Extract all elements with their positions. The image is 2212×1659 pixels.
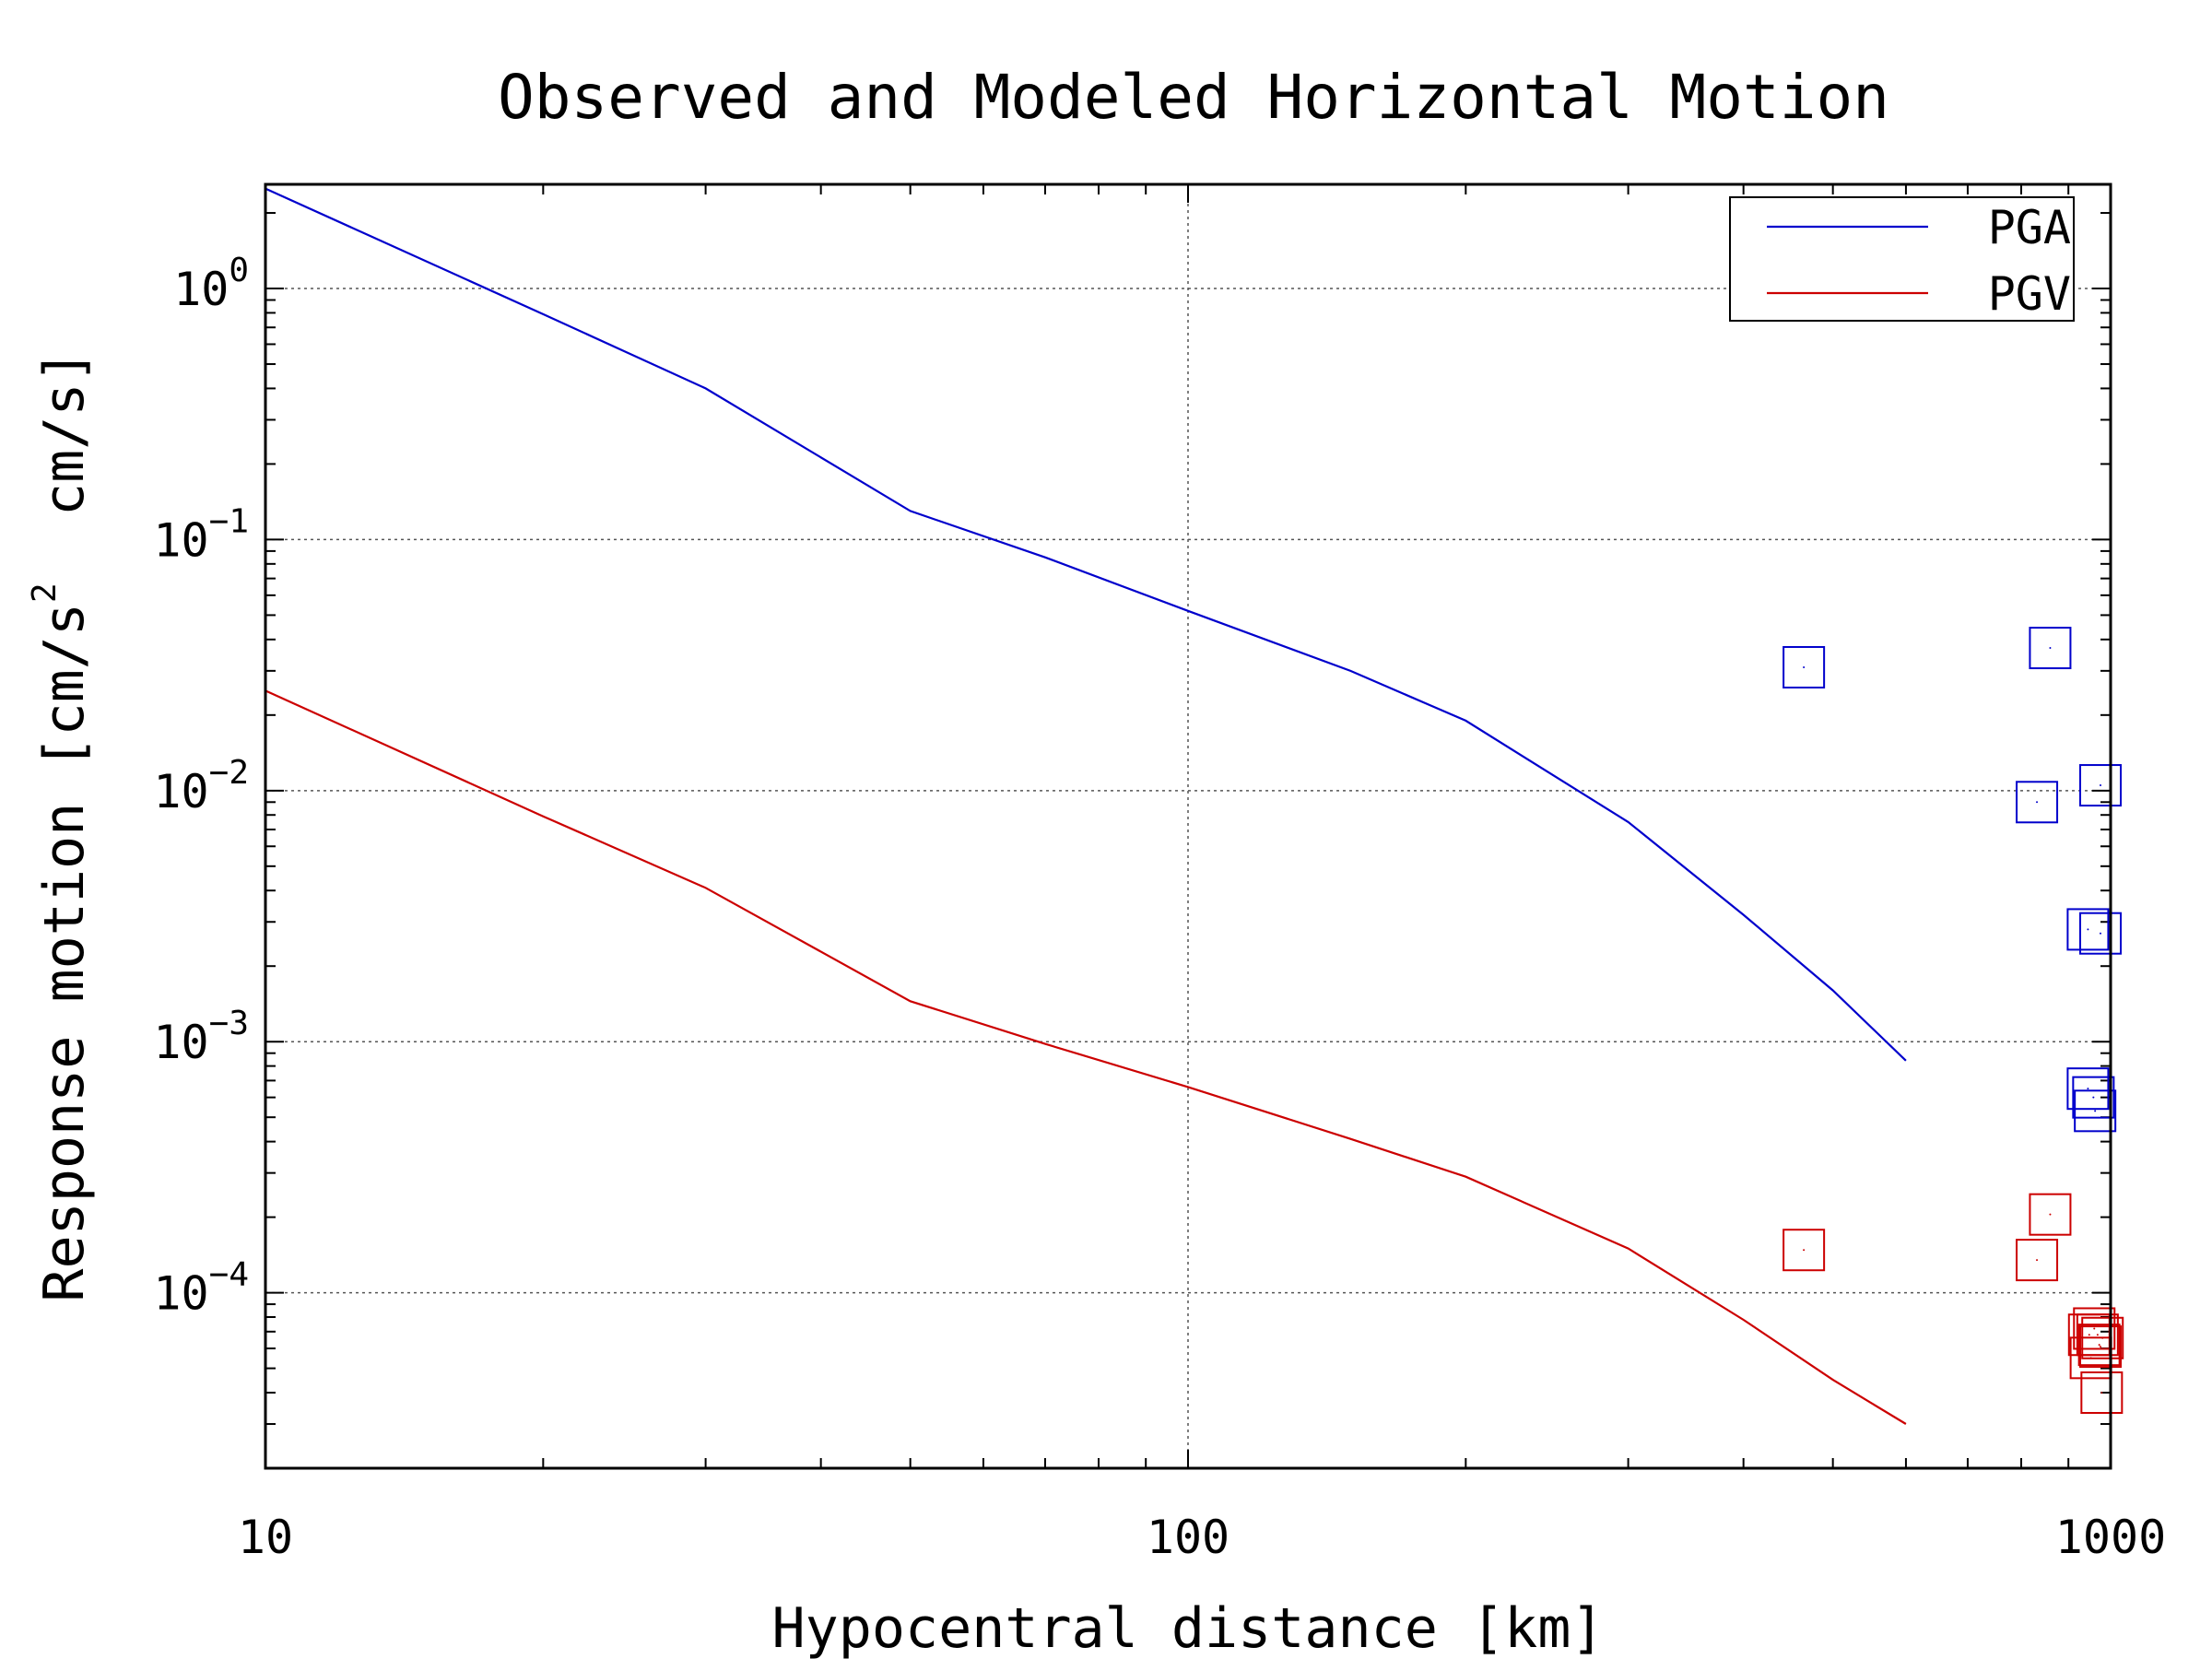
pgv-observed-marker <box>2076 1313 2119 1357</box>
y-tick-exp: −4 <box>209 1256 249 1294</box>
y-tick-exp: −3 <box>209 1005 249 1042</box>
pgv-observed-marker <box>2077 1324 2121 1367</box>
y-tick-label: 10−1 <box>153 502 249 567</box>
y-tick-label: 10−2 <box>153 754 249 818</box>
legend-label-pga: PGA <box>1988 201 2071 254</box>
pga-observed-marker <box>2029 627 2072 670</box>
pgv-observed-marker <box>2073 1307 2116 1350</box>
pgv-observed-center <box>2096 1334 2099 1336</box>
y-axis-label-main: Response motion [cm/s <box>32 603 97 1302</box>
y-tick-base: 10 <box>153 1267 208 1321</box>
pgv-observed-center <box>2036 1259 2039 1262</box>
pgv-observed-center <box>2049 1213 2052 1216</box>
pga-observed-marker <box>2078 764 2122 807</box>
x-tick-label: 10 <box>238 1511 293 1564</box>
legend-box <box>1729 196 2075 322</box>
pga-observed-center <box>2092 1096 2095 1099</box>
pgv-observed-center <box>2099 1346 2101 1348</box>
x-tick-label: 100 <box>1147 1511 1230 1564</box>
pgv-observed-center <box>2089 1357 2092 1359</box>
pga-observed-marker <box>2016 781 2059 824</box>
pga-observed-marker <box>2072 1076 2115 1119</box>
pga-observed-marker <box>2066 1067 2110 1111</box>
x-tick-labels: 10 100 1000 <box>238 1511 2166 1564</box>
y-axis-label-sup: 2 <box>26 582 64 603</box>
legend: PGA PGV <box>1729 196 2075 322</box>
pgv-observed-center <box>2088 1334 2090 1336</box>
pgv-observed-marker <box>2016 1239 2059 1282</box>
x-axis-label: Hypocentral distance [km] <box>771 1596 1604 1659</box>
y-tick-base: 10 <box>173 263 229 316</box>
y-tick-base: 10 <box>153 513 208 567</box>
series-layer <box>265 187 2124 1425</box>
y-tick-label: 100 <box>173 252 249 316</box>
pga-observed-center <box>2099 784 2101 787</box>
x-tick-label: 1000 <box>2055 1511 2166 1564</box>
legend-label-pgv: PGV <box>1988 267 2071 321</box>
pga-observed-center <box>2049 647 2052 650</box>
pgv-model-line <box>265 689 1907 1425</box>
y-tick-label: 10−3 <box>153 1005 249 1069</box>
y-tick-label: 10−4 <box>153 1256 249 1321</box>
pgv-observed-marker <box>2078 1325 2122 1369</box>
chart-title: Observed and Modeled Horizontal Motion <box>498 62 1889 133</box>
pga-observed-marker <box>2066 908 2110 951</box>
pga-observed-marker <box>2074 1089 2117 1133</box>
y-axis-label: Response motion [cm/s2 cm/s] <box>26 349 97 1301</box>
pgv-observed-center <box>2098 1344 2100 1347</box>
pgv-observed-center <box>2093 1327 2096 1330</box>
pga-model-line <box>265 187 1907 1062</box>
pgv-observed-marker <box>1783 1229 1826 1272</box>
pga-observed-center <box>2087 928 2089 931</box>
y-tick-base: 10 <box>153 1016 208 1069</box>
pga-observed-center <box>1803 665 1806 668</box>
pga-observed-center <box>2094 1110 2097 1112</box>
pgv-observed-marker <box>2029 1193 2072 1236</box>
plot-frame <box>264 182 2112 1470</box>
pga-observed-marker <box>1783 645 1826 688</box>
y-tick-base: 10 <box>153 765 208 818</box>
pga-observed-center <box>2036 801 2039 804</box>
pga-observed-center <box>2087 1088 2089 1090</box>
pga-observed-marker <box>2078 912 2122 955</box>
pgv-observed-center <box>1803 1249 1806 1252</box>
axis-ticks <box>265 184 2111 1469</box>
y-tick-exp: 0 <box>229 252 249 289</box>
pgv-observed-marker <box>2080 1371 2124 1415</box>
y-axis-label-tail: cm/s] <box>32 349 97 582</box>
y-tick-exp: −1 <box>209 502 249 540</box>
y-tick-exp: −2 <box>209 754 249 792</box>
pga-observed-center <box>2099 932 2101 935</box>
pgv-observed-center <box>2100 1392 2103 1394</box>
